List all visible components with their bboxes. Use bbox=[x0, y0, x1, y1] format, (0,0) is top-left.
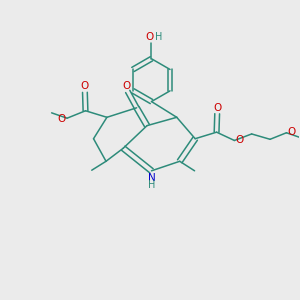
Text: H: H bbox=[155, 32, 163, 42]
Text: H: H bbox=[148, 180, 155, 190]
Text: O: O bbox=[213, 103, 221, 113]
Text: O: O bbox=[58, 114, 66, 124]
Text: O: O bbox=[288, 127, 296, 137]
Text: O: O bbox=[81, 81, 89, 92]
Text: O: O bbox=[146, 32, 154, 42]
Text: O: O bbox=[122, 80, 130, 91]
Text: N: N bbox=[148, 173, 155, 183]
Text: O: O bbox=[236, 135, 244, 145]
